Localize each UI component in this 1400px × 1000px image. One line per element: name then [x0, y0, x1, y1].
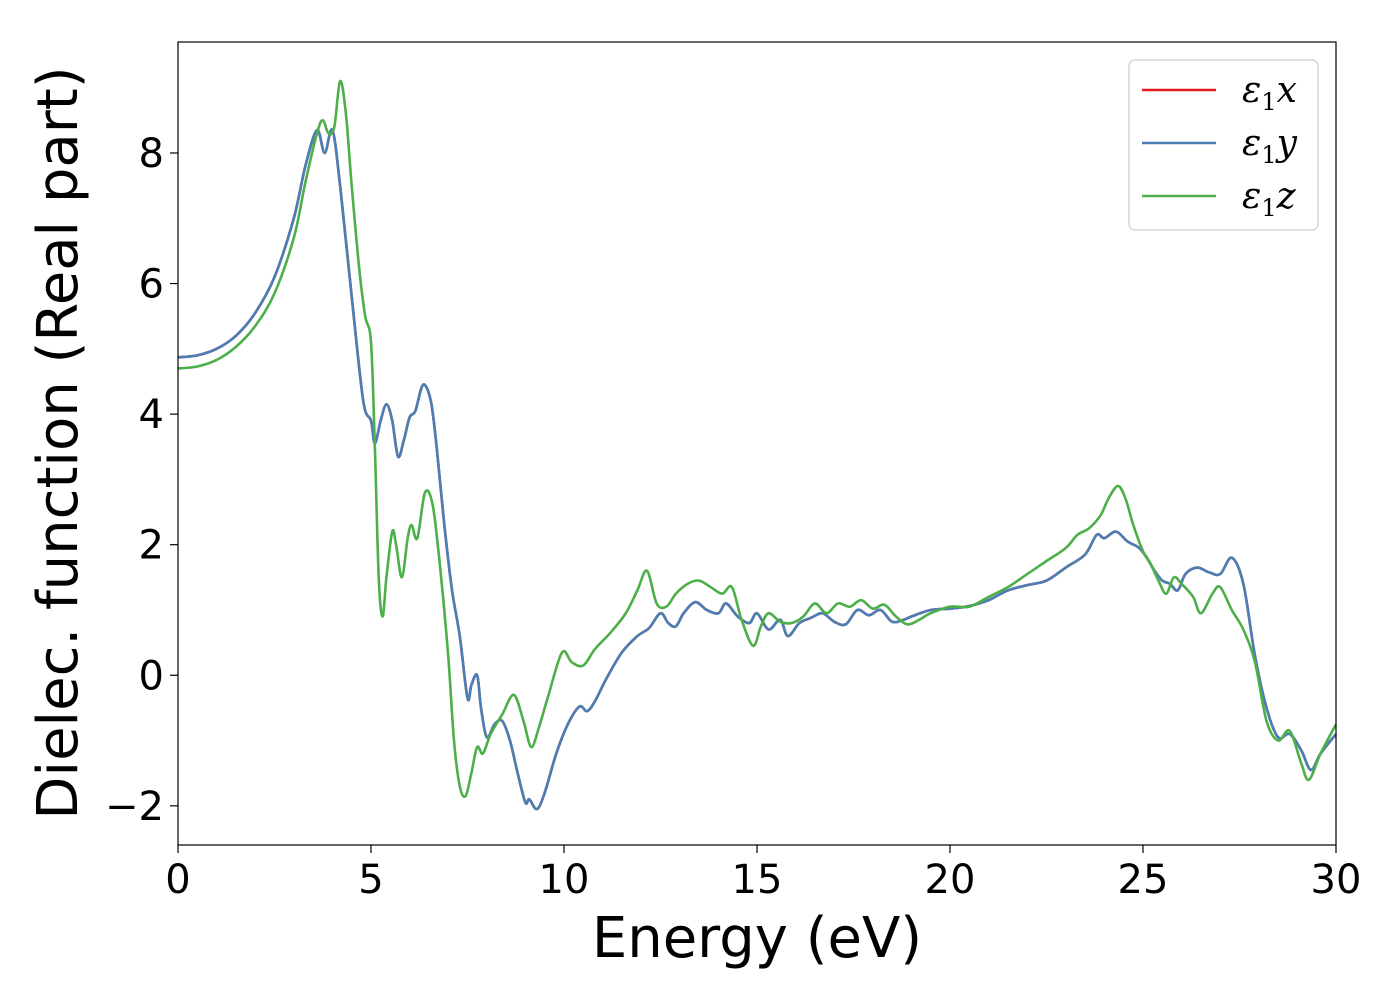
x-axis-label: Energy (eV): [592, 906, 922, 971]
y-tick-label: 8: [139, 131, 164, 177]
y-axis-label: Dielec. function (Real part): [26, 66, 91, 819]
x-tick-label: 0: [165, 857, 190, 903]
x-tick-label: 5: [358, 857, 383, 903]
legend-label-2: ε1y: [1242, 123, 1298, 169]
x-tick-label: 25: [1118, 857, 1169, 903]
y-axis: −2 0 2 4 6 8: [105, 131, 178, 830]
series-line-3: [177, 79, 1338, 799]
x-axis: 0 5 10 15 20 25 30: [165, 845, 1361, 903]
y-tick-label: 2: [139, 523, 164, 569]
legend-label-1: ε1x: [1242, 70, 1297, 116]
y-tick-label: 4: [139, 392, 164, 438]
legend: ε1x ε1y ε1z: [1128, 59, 1319, 231]
x-tick-label: 10: [539, 857, 590, 903]
y-tick-label: 6: [139, 262, 164, 308]
legend-label-3: ε1z: [1242, 176, 1297, 222]
x-tick-label: 30: [1311, 857, 1362, 903]
y-tick-label: −2: [105, 784, 164, 830]
legend-frame: [1128, 59, 1319, 231]
series-layer: [177, 79, 1338, 811]
y-tick-label: 0: [139, 653, 164, 699]
x-tick-label: 15: [732, 857, 783, 903]
x-tick-label: 20: [925, 857, 976, 903]
